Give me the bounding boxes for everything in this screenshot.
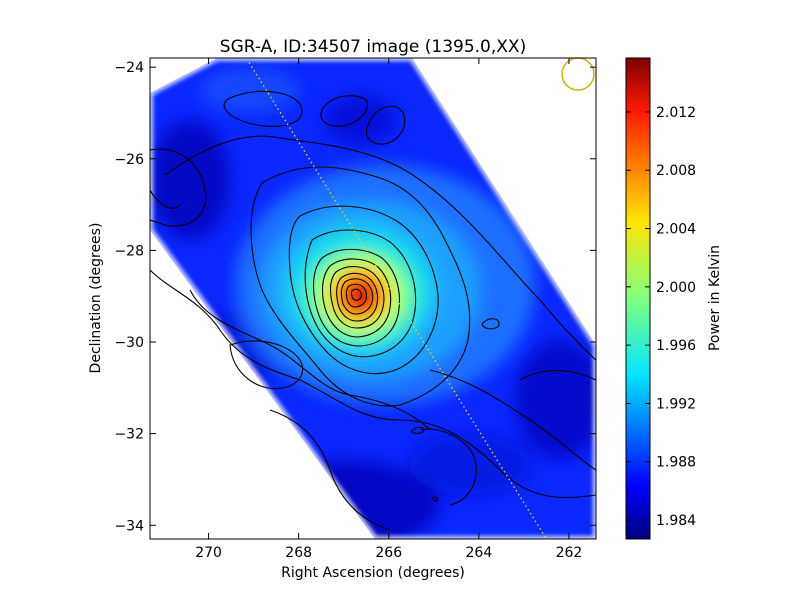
y-tick-label: −32 [114, 427, 144, 443]
y-tick-label: −24 [114, 60, 144, 76]
x-tick-label: 264 [466, 545, 493, 561]
y-tick-label: −26 [114, 152, 144, 168]
x-tick-label: 262 [556, 545, 583, 561]
y-tick-label: −34 [114, 518, 144, 534]
contour-lines [150, 90, 596, 531]
colorbar-gradient [625, 57, 651, 540]
colorbar-tick-label: 1.988 [656, 455, 696, 471]
colorbar: 1.984 1.988 1.992 1.996 2.000 2.004 2.008 2.012… [625, 57, 723, 540]
x-axis-label: Right Ascension (degrees) [281, 565, 465, 581]
plot-area [149, 57, 597, 540]
colorbar-tick-label: 2.008 [656, 163, 696, 179]
colorbar-tick-label: 1.992 [656, 396, 696, 412]
colorbar-tick-label: 2.000 [656, 280, 696, 296]
x-axis: 270 268 266 264 262 [195, 58, 582, 561]
chart-title: SGR-A, ID:34507 image (1395.0,XX) [220, 37, 526, 57]
plot-frame [149, 57, 597, 540]
colorbar-label: Power in Kelvin [707, 245, 723, 351]
y-axis: −24 −26 −28 −30 −32 −34 [114, 60, 596, 534]
x-tick-label: 266 [375, 545, 402, 561]
y-tick-label: −30 [114, 335, 144, 351]
colorbar-tick-label: 2.012 [656, 105, 696, 121]
x-tick-label: 268 [285, 545, 312, 561]
x-tick-label: 270 [195, 545, 222, 561]
colorbar-tick-label: 2.004 [656, 222, 696, 238]
colorbar-tick-label: 1.996 [656, 338, 696, 354]
y-axis-label: Declination (degrees) [88, 223, 104, 374]
colorbar-ticks: 1.984 1.988 1.992 1.996 2.000 2.004 2.008 2.012 [626, 105, 696, 529]
y-tick-label: −28 [114, 243, 144, 259]
colorbar-tick-label: 1.984 [656, 513, 696, 529]
